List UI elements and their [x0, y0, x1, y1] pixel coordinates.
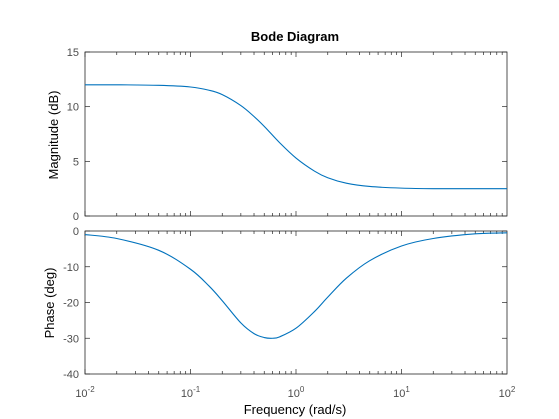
y-tick-label: 15	[67, 47, 79, 59]
y-tick-label: -30	[63, 333, 79, 345]
y-tick-label: 10	[67, 102, 79, 114]
x-axis-label: Frequency (rad/s)	[244, 402, 347, 417]
magnitude-y-tick-labels: 0 5 10 15	[67, 47, 79, 223]
magnitude-ticks	[84, 51, 507, 217]
x-tick-label: 101	[393, 385, 410, 400]
magnitude-ylabel: Magnitude (dB)	[46, 91, 61, 180]
y-tick-label: -10	[63, 262, 79, 274]
phase-ylabel: Phase (deg)	[42, 268, 57, 339]
y-tick-label: 0	[73, 226, 79, 238]
y-tick-label: -40	[63, 369, 79, 381]
y-tick-label: -20	[63, 298, 79, 310]
x-tick-labels: 10-2 10-1 100 101 102	[75, 385, 516, 400]
y-tick-label: 5	[73, 156, 79, 168]
x-tick-label: 100	[288, 385, 305, 400]
phase-axes-box	[84, 230, 508, 375]
phase-ticks	[84, 230, 507, 375]
y-tick-label: 0	[73, 211, 79, 223]
x-tick-label: 10-1	[181, 385, 201, 400]
magnitude-panel: 0 5 10 15 Magnitude (dB)	[46, 47, 508, 223]
chart-title: Bode Diagram	[251, 29, 339, 44]
magnitude-curve	[84, 84, 507, 190]
phase-curve	[84, 232, 508, 339]
magnitude-axes-box	[84, 51, 508, 217]
x-tick-label: 102	[499, 385, 516, 400]
phase-y-tick-labels: -40 -30 -20 -10 0	[63, 226, 79, 381]
x-tick-label: 10-2	[75, 385, 95, 400]
phase-panel: -40 -30 -20 -10 0 Phase (deg)	[42, 226, 508, 381]
